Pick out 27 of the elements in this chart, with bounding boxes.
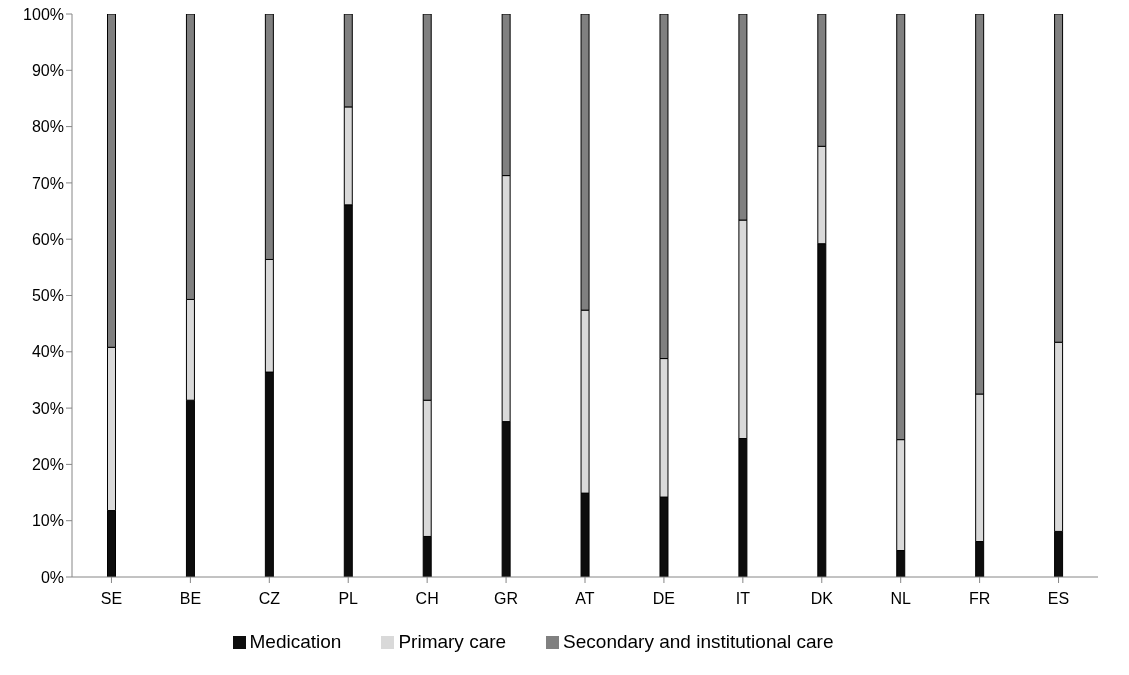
- y-tick-label: 0%: [40, 568, 64, 586]
- x-tick-label: DE: [652, 590, 676, 608]
- legend-label: Primary care: [398, 631, 507, 652]
- y-tick-label: 80%: [31, 118, 64, 136]
- x-tick-label: SE: [100, 590, 123, 608]
- x-tick-label: DK: [810, 590, 834, 608]
- y-tick-label: 60%: [31, 230, 64, 248]
- y-tick-label: 90%: [31, 61, 64, 79]
- x-tick-label: GR: [494, 590, 519, 608]
- x-tick-label: IT: [735, 590, 751, 608]
- y-tick-label: 50%: [31, 287, 64, 305]
- x-tick-label: ES: [1047, 590, 1070, 608]
- x-tick-label: AT: [575, 590, 595, 608]
- y-tick-label: 30%: [31, 399, 64, 417]
- x-tick-label: NL: [890, 590, 912, 608]
- x-tick-label: CZ: [258, 590, 281, 608]
- y-tick-label: 40%: [31, 343, 64, 361]
- x-tick-label: FR: [968, 590, 991, 608]
- y-tick-label: 100%: [23, 5, 64, 23]
- y-tick-label: 20%: [31, 456, 64, 474]
- x-tick-label: PL: [338, 590, 359, 608]
- x-tick-label: CH: [415, 590, 439, 608]
- y-tick-label: 70%: [31, 174, 64, 192]
- y-tick-label: 10%: [31, 512, 64, 530]
- x-tick-label: BE: [179, 590, 202, 608]
- legend-label: Medication: [249, 631, 342, 652]
- legend-label: Secondary and institutional care: [563, 631, 834, 652]
